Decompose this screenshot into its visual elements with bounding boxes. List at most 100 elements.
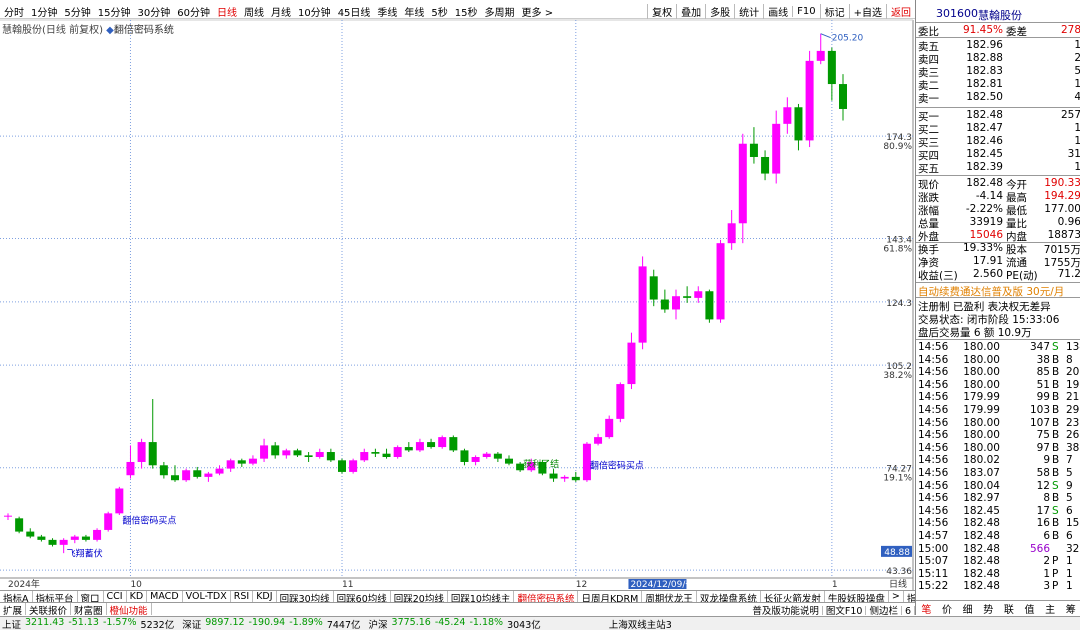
quote-cell: 7015万 [1043,244,1080,256]
period-button[interactable]: 5秒 [431,7,448,19]
quote-tab[interactable]: 主 [1045,605,1056,615]
signal-label: 获利了结 [523,458,559,470]
period-button[interactable]: 多周期 [484,7,515,19]
quote-tab[interactable]: 筹 [1065,605,1076,615]
indicator-tab[interactable]: 回踩60均线 [334,591,391,603]
quote-row: 14:56 179.99 99 B 21 [918,391,1080,404]
quote-cell: 卖三 [918,67,939,79]
tool-button[interactable]: +自选 [848,4,886,19]
indicator-name[interactable]: 翻倍密码系统 [113,25,174,36]
quote-tab[interactable]: 势 [983,605,994,615]
extension-right-button[interactable]: 6 [901,606,915,615]
x-tick-label: 1 [832,580,838,590]
quote-cell: P [1052,555,1059,568]
period-button[interactable]: 周线 [243,7,264,19]
quote-cell: 慧翰股份 [978,9,1022,22]
tool-button[interactable]: F10 [792,6,819,17]
indicator-tab[interactable]: VOL-TDX [183,591,231,603]
quote-tab[interactable]: 联 [1003,605,1014,615]
indicator-tab[interactable]: > [889,591,904,603]
index-pct: -1.18% [469,617,504,628]
period-button[interactable]: 15分钟 [97,7,131,19]
extension-right-button[interactable]: 图文F10 [822,606,867,615]
indicator-tab[interactable]: 翻倍密码系统 [514,591,579,603]
quote-cell: 7 [1066,454,1073,467]
tool-button[interactable]: 叠加 [676,4,705,19]
separator [916,297,1080,298]
indicator-tab[interactable]: 窗口 [78,591,104,603]
indicator-tab[interactable]: 周期伏龙王 [642,591,697,603]
period-button[interactable]: 45日线 [337,7,371,19]
period-button[interactable]: 5分钟 [64,7,91,19]
candle-body [783,107,792,124]
period-button[interactable]: 60分钟 [177,7,210,19]
extension-tab[interactable]: 关联报价 [26,603,72,615]
indicator-tab[interactable]: 指标A [0,591,33,603]
candle-body [349,460,358,472]
period-button[interactable]: 10分钟 [297,7,331,19]
quote-cell: 流通 [1006,257,1027,269]
quote-cell: 14:56 [918,492,949,505]
tool-button[interactable]: 复权 [647,4,676,19]
indicator-tab[interactable]: 回踩20均线 [391,591,448,603]
indicator-tab[interactable]: 长征火箭发射 [761,591,825,603]
period-button[interactable]: 1分钟 [31,7,58,19]
candle-body [482,453,491,457]
quote-tab[interactable]: 笔 [921,605,932,615]
candle-body [126,461,135,476]
quote-cell: 17.91 [972,255,1003,267]
tool-button[interactable]: 画线 [763,4,792,19]
period-button[interactable]: 更多 > [521,7,554,19]
quote-cell: 17 [1036,504,1050,517]
extension-right-button[interactable]: 侧边栏 [866,606,902,615]
quote-row: 14:56 180.02 9 B 7 [918,454,1080,467]
quote-cell: 180.00 [963,429,1000,442]
indicator-tab[interactable]: 牛股妖股操盘 [825,591,889,603]
indicator-tab[interactable]: MACD [147,591,183,603]
indicator-tab[interactable]: 指标平台 [33,591,78,603]
indicator-tab[interactable]: 回踩10均线主 [448,591,515,603]
indicator-tab[interactable]: KDJ [253,591,277,603]
separator [916,282,1080,283]
indicator-tab[interactable]: 回踩30均线 [277,591,334,603]
quote-tab[interactable]: 值 [1024,605,1035,615]
period-button[interactable]: 15秒 [454,7,478,19]
quote-cell: B [1052,404,1060,416]
period-button[interactable]: 月线 [270,7,291,19]
quote-tab[interactable]: 细 [962,605,973,615]
quote-row: 14:56 182.97 8 B 5 [918,492,1080,505]
period-button[interactable]: 季线 [377,7,398,19]
period-button[interactable]: 日线 [216,7,237,19]
candle-body [338,460,346,472]
tool-button[interactable]: 返回 [886,4,915,19]
tool-button[interactable]: 统计 [734,4,763,19]
extension-tab[interactable]: 财富圈 [71,603,107,615]
index-pct: -1.57% [102,617,137,628]
quote-row: 15:07 182.48 2 P 1 [918,555,1080,568]
period-button[interactable]: 年线 [404,7,425,19]
indicator-tab[interactable]: 日周月KDRM [578,591,643,603]
quote-cell: 179.99 [963,391,1000,404]
tool-button[interactable]: 标记 [819,4,849,19]
quote-cell: 278 [1060,24,1080,36]
candle-body [716,243,725,320]
extension-tab[interactable]: 橙仙功能 [107,603,152,615]
indicator-right-button[interactable]: 指标B [903,594,915,603]
indicator-tab[interactable]: CCI [104,591,127,603]
candle-body [794,107,803,141]
candle-body [649,276,658,300]
quote-cell: 85 [1036,366,1050,379]
quote-cell: 8 [1043,492,1050,505]
period-button[interactable]: 30分钟 [137,7,171,19]
quote-cell: 51 [1036,378,1050,391]
quote-cell: B [1052,366,1060,379]
period-button[interactable]: 分时 [4,7,24,19]
extension-right-button[interactable]: 普及版功能说明 [749,606,823,615]
extension-tab[interactable]: 扩展 [0,603,27,615]
indicator-tab[interactable]: RSI [231,591,254,603]
quote-tab[interactable]: 价 [941,605,952,615]
indicator-tab[interactable]: 双龙操盘系统 [697,591,761,603]
tool-button[interactable]: 多股 [705,4,734,19]
indicator-tab[interactable]: KD [127,591,148,603]
